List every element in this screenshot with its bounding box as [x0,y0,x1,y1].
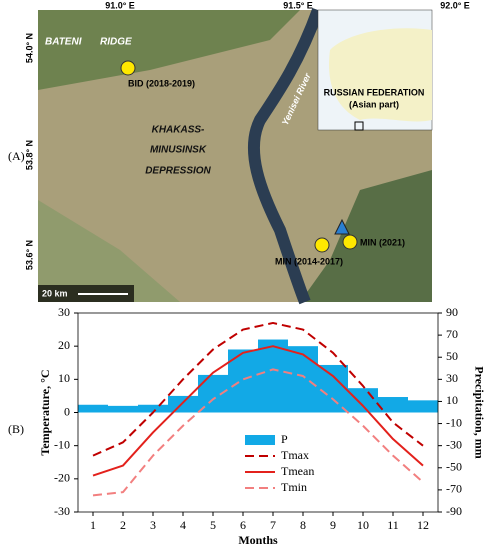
legend-label: Tmin [281,480,307,494]
x-tick-label: 6 [240,518,246,532]
y2-tick-label: -30 [446,437,462,451]
y-tick-label: 30 [58,305,70,319]
inset-land [329,28,432,122]
y2-tick-label: -90 [446,504,462,518]
x-tick-label: 10 [357,518,369,532]
x-tick-label: 7 [270,518,276,532]
bar [258,339,288,413]
site-label: MIN (2021) [360,237,405,247]
site [342,234,358,250]
scale-label: 20 km [42,288,68,298]
panel-label: (A) [8,149,25,163]
region-label: MINUSINSK [150,145,207,156]
x-tick-label: 2 [120,518,126,532]
lon-label: 92.0° E [440,0,470,10]
y-tick-label: -10 [54,437,70,451]
lat-label: 53.8° N [24,140,34,170]
fields [38,200,180,302]
y-tick-label: 0 [64,404,70,418]
bar [198,374,228,413]
y-axis-label: Temperature, °C [38,369,52,455]
site [120,60,136,76]
y-tick-label: -30 [54,504,70,518]
y-tick-label: -20 [54,471,70,485]
y2-tick-label: -50 [446,460,462,474]
x-tick-label: 11 [387,518,399,532]
x-tick-label: 3 [150,518,156,532]
x-tick-label: 5 [210,518,216,532]
inset-label: RUSSIAN FEDERATION [324,87,425,97]
x-axis-label: Months [238,533,278,547]
forest [300,170,432,302]
x-tick-label: 12 [417,518,429,532]
y2-tick-label: 90 [446,305,458,319]
forest [38,10,300,90]
x-tick-label: 4 [180,518,186,532]
site [314,237,330,253]
chart: 30 20 10 0 -10 -20 -30 90 70 50 30 10 -10 -30 -50 -70 -9… [38,305,487,547]
lat-label: 53.6° N [24,240,34,270]
x-tick-label: 8 [300,518,306,532]
y2-tick-label: -70 [446,482,462,496]
bar [288,346,318,413]
y2-tick-label: 70 [446,327,458,341]
bar [138,404,168,413]
bar [318,364,348,413]
bar [108,405,138,413]
lat-label: 54.0° N [24,33,34,63]
y-tick-label: 10 [58,371,70,385]
site-label: MIN (2014-2017) [275,256,343,266]
x-tick-label: 9 [330,518,336,532]
line [92,368,424,497]
region-label: RIDGE [100,37,132,48]
line [92,321,424,457]
bar [408,400,438,413]
y2-tick-label: 30 [446,371,458,385]
x-tick-label: 1 [90,518,96,532]
site-label: BID (2018-2019) [128,78,195,88]
map: RUSSIAN FEDERATION (Asian part) 91.0° E … [24,0,470,305]
y-tick-label: 20 [58,338,70,352]
river [247,7,324,305]
region-label: KHAKASS- [152,125,205,136]
bar [348,388,378,413]
legend-label: Tmax [281,448,309,462]
legend-swatch [245,435,275,445]
y2-tick-label: -10 [446,415,462,429]
y2-tick-label: 50 [446,349,458,363]
lon-label: 91.0° E [105,0,135,10]
legend-label: Tmean [281,464,314,478]
lon-label: 91.5° E [283,0,313,10]
inset-locator [354,121,364,131]
y2-tick-label: 10 [446,393,458,407]
y2-axis-label: Precipitation, mm [472,366,486,458]
bar [168,395,198,413]
line [92,345,424,477]
bar [378,397,408,413]
region-label: BATENI [45,37,82,48]
panel-label: (B) [8,422,24,436]
station [334,218,350,235]
region-label: DEPRESSION [145,166,211,177]
inset-label: (Asian part) [349,99,399,109]
bar [78,404,108,413]
legend-label: P [281,432,288,446]
